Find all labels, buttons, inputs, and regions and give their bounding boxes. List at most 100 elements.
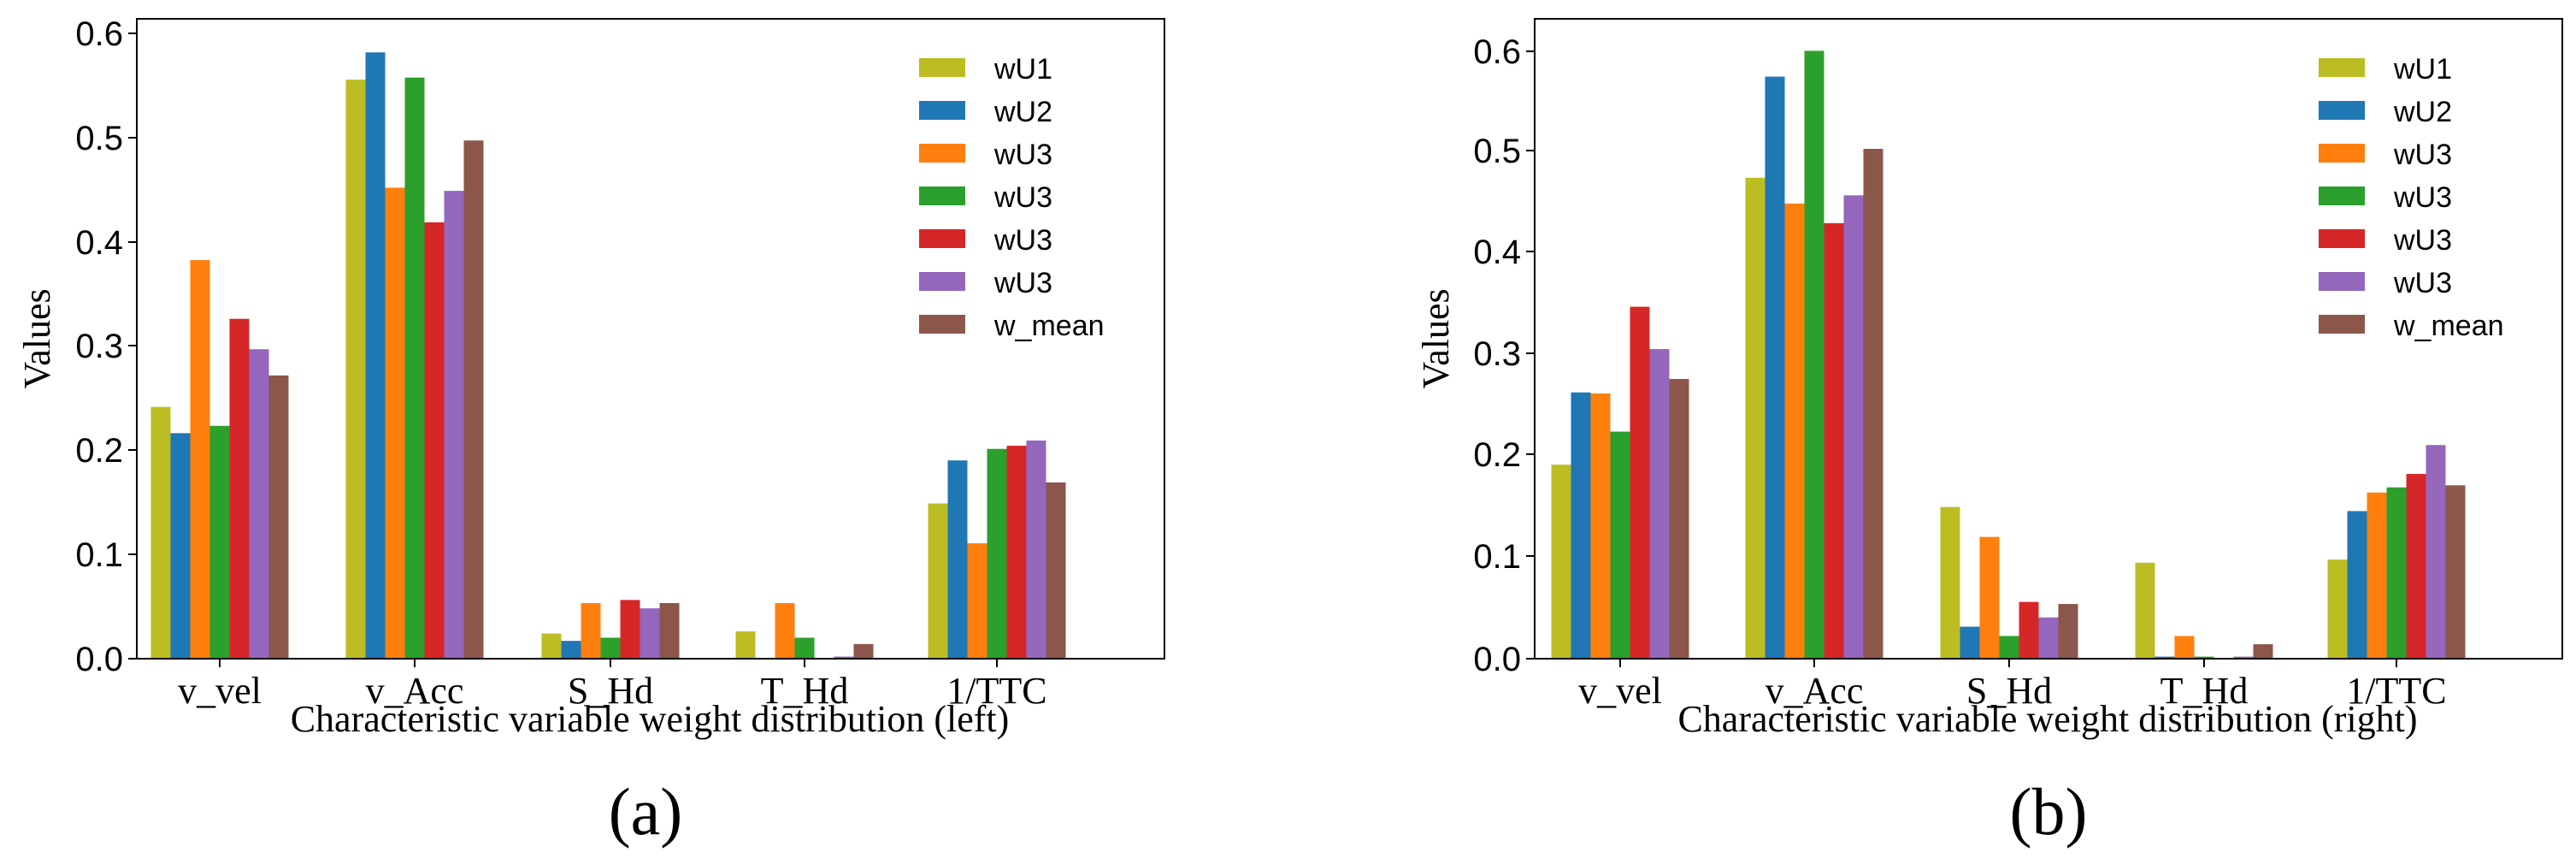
legend-swatch-right — [2319, 229, 2365, 248]
bar-left-vvel-s1 — [170, 433, 191, 659]
bar-right-1ttc-s4 — [2406, 474, 2426, 659]
legend-swatch-left — [919, 186, 965, 205]
xtick-label: v_vel — [1578, 670, 1662, 712]
legend-label-right: wU3 — [2393, 224, 2452, 257]
bar-left-1ttc-s6 — [1046, 482, 1066, 659]
bar-right-shd-s2 — [1979, 536, 2000, 659]
legend-swatch-right — [2319, 186, 2365, 205]
legend-swatch-left — [919, 101, 965, 120]
bar-right-1ttc-s2 — [2367, 492, 2387, 659]
legend-label-left: w_mean — [993, 310, 1105, 342]
legend-label-right: wU1 — [2393, 53, 2452, 86]
bar-right-vacc-s2 — [1784, 203, 1805, 659]
xtick-label: v_vel — [178, 670, 262, 712]
legend-label-left: wU3 — [993, 224, 1052, 257]
bar-right-vacc-s3 — [1804, 50, 1824, 659]
bar-right-vvel-s2 — [1590, 393, 1611, 659]
ytick-label: 0.4 — [75, 224, 123, 262]
ytick-label: 0.3 — [75, 328, 123, 365]
chart-right: 0.0 0.1 0.2 0.3 0.4 0.5 0.6 v_vel v_Acc S_Hd T_Hd 1… — [1415, 18, 2563, 849]
ytick-label: 0.1 — [1473, 538, 1521, 576]
y-axis-label-left: Values — [16, 288, 58, 388]
bar-right-shd-s3 — [1999, 636, 2019, 659]
bar-left-vacc-s1 — [365, 52, 386, 660]
bar-right-vvel-s0 — [1551, 465, 1571, 659]
axes-frame-left — [136, 18, 1165, 660]
legend-swatch-left — [919, 315, 965, 334]
ytick-label: 0.2 — [75, 432, 123, 470]
bar-right-thd-s2 — [2174, 636, 2195, 659]
ytick-label: 0.4 — [1473, 234, 1521, 271]
bar-left-vvel-s4 — [229, 318, 250, 659]
bar-right-vvel-s6 — [1669, 379, 1689, 659]
legend-label-left: wU3 — [993, 181, 1052, 214]
bar-right-1ttc-s3 — [2386, 487, 2407, 659]
bar-left-1ttc-s0 — [928, 503, 948, 659]
bar-right-thd-s6 — [2253, 644, 2273, 659]
bar-right-shd-s4 — [2019, 601, 2039, 659]
legend-swatch-right — [2319, 315, 2365, 334]
bar-left-vvel-s6 — [268, 375, 289, 659]
panel-label-left: (a) — [609, 774, 683, 849]
bar-right-vacc-s0 — [1745, 177, 1765, 659]
legend-swatch-right — [2319, 101, 2365, 120]
bar-right-vacc-s6 — [1863, 149, 1883, 659]
bar-right-shd-s0 — [1940, 506, 1960, 659]
bar-right-vvel-s5 — [1649, 349, 1670, 659]
bar-left-vacc-s4 — [424, 222, 445, 659]
legend-swatch-left — [919, 58, 965, 77]
bar-right-vvel-s1 — [1571, 392, 1591, 659]
xtick-label: 1/TTC — [2346, 670, 2446, 712]
bar-right-vvel-s4 — [1630, 306, 1650, 659]
ytick-label: 0.3 — [1473, 335, 1521, 373]
legend-label-right: wU3 — [2393, 181, 2452, 214]
legend-label-left: wU3 — [993, 139, 1052, 171]
legend-swatch-right — [2319, 58, 2365, 77]
legend-label-right: wU3 — [2393, 139, 2452, 171]
legend-swatch-left — [919, 272, 965, 291]
bar-right-shd-s5 — [2038, 617, 2059, 659]
bar-left-vvel-s5 — [249, 349, 269, 659]
xtick-label: S_Hd — [568, 670, 653, 712]
bar-left-thd-s5 — [834, 656, 854, 659]
ytick-label: 0.0 — [75, 641, 123, 678]
bar-right-thd-s3 — [2194, 656, 2214, 659]
bar-right-vacc-s5 — [1843, 195, 1864, 659]
bar-left-1ttc-s4 — [1006, 446, 1027, 659]
bar-right-1ttc-s6 — [2445, 485, 2466, 659]
bar-right-1ttc-s0 — [2327, 559, 2348, 659]
bar-right-1ttc-s1 — [2347, 511, 2367, 659]
legend-swatch-right — [2319, 272, 2365, 291]
chart-left: 0.0 0.1 0.2 0.3 0.4 0.5 0.6 v_vel v_Acc S_Hd T_Hd 1… — [16, 15, 1165, 849]
bar-left-vvel-s3 — [209, 425, 230, 659]
bar-left-1ttc-s2 — [967, 543, 987, 659]
bar-left-shd-s1 — [561, 641, 581, 659]
bar-right-shd-s6 — [2058, 604, 2078, 659]
bar-left-vvel-s0 — [150, 406, 171, 659]
xtick-label: S_Hd — [1966, 670, 2052, 712]
bar-right-vvel-s3 — [1610, 431, 1630, 659]
bar-left-vacc-s5 — [444, 191, 464, 660]
legend-swatch-left — [919, 229, 965, 248]
legend-swatch-left — [919, 144, 965, 163]
legend-swatch-right — [2319, 144, 2365, 163]
x-axis-label-right: Characteristic variable weight distribut… — [1677, 698, 2417, 740]
bar-right-thd-s0 — [2135, 562, 2155, 659]
bar-left-thd-s3 — [794, 637, 815, 659]
bar-left-vacc-s6 — [463, 140, 484, 660]
panel-label-right: (b) — [2010, 774, 2088, 849]
bar-right-thd-s5 — [2233, 656, 2254, 659]
bar-right-shd-s1 — [1960, 626, 1980, 659]
xtick-label: 1/TTC — [946, 670, 1046, 712]
bar-left-thd-s0 — [735, 631, 756, 659]
bar-left-thd-s2 — [775, 603, 795, 659]
bar-left-1ttc-s3 — [987, 448, 1007, 659]
xtick-label: v_Acc — [1765, 670, 1864, 712]
bar-left-vacc-s0 — [345, 80, 366, 659]
bar-left-vvel-s2 — [190, 260, 210, 659]
legend-label-right: wU2 — [2393, 96, 2452, 128]
bar-left-shd-s4 — [620, 600, 640, 659]
bar-right-vacc-s1 — [1765, 76, 1785, 660]
bar-left-shd-s3 — [600, 637, 621, 659]
